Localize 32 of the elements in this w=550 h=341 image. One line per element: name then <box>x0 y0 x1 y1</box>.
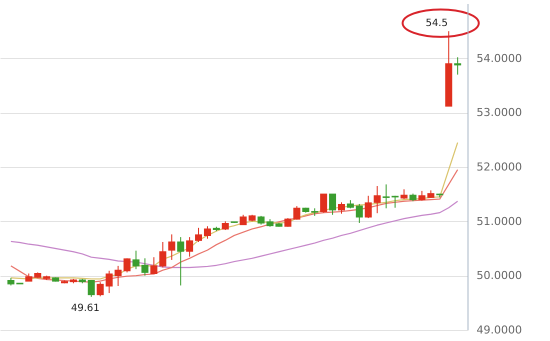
candlestick <box>150 256 158 275</box>
candlestick <box>96 282 104 297</box>
candlestick <box>141 258 148 276</box>
candlestick <box>338 202 345 214</box>
candlestick <box>356 203 363 224</box>
candlestick <box>454 56 462 76</box>
candlestick <box>186 236 194 258</box>
y-tick-label: 54.0000 <box>476 52 522 65</box>
y-tick-label: 49.0000 <box>476 324 522 336</box>
candlestick <box>320 194 328 214</box>
annotation: 54.5 <box>426 18 448 30</box>
candlestick <box>132 250 140 270</box>
candlestick <box>159 241 166 268</box>
candlestick <box>240 214 247 226</box>
candlestick <box>106 270 113 294</box>
candlestick <box>400 188 408 200</box>
candlestick <box>124 258 131 273</box>
candlestick <box>418 190 426 202</box>
y-tick-label: 50.0000 <box>476 269 522 282</box>
candlestick <box>168 234 176 260</box>
y-tick-label: 53.0000 <box>476 106 522 120</box>
candlestick <box>195 227 202 242</box>
candlestick <box>382 184 390 209</box>
candlestick <box>204 226 211 240</box>
candlestick <box>293 206 300 220</box>
annotation: 49.61 <box>70 302 100 314</box>
candlestick <box>177 236 184 286</box>
y-tick-label: 52.0000 <box>476 160 522 174</box>
candlestick <box>114 265 122 286</box>
y-tick-label: 51.0000 <box>476 214 522 228</box>
candlestick <box>329 194 336 216</box>
candlestick <box>88 280 95 298</box>
